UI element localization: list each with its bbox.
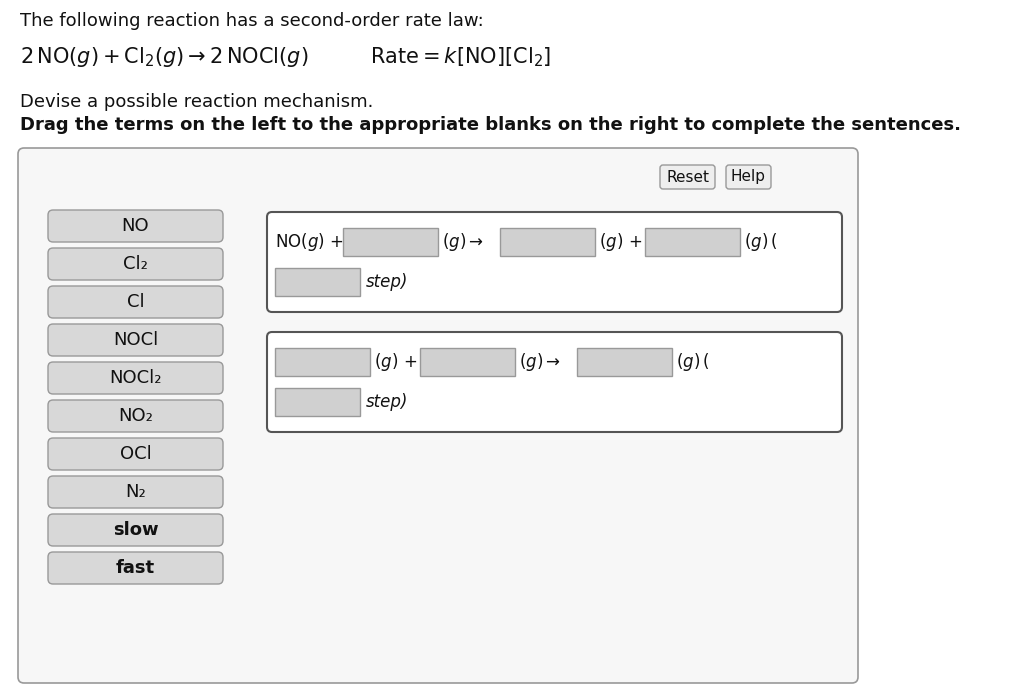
FancyBboxPatch shape xyxy=(18,148,858,683)
Bar xyxy=(275,348,370,376)
Text: slow: slow xyxy=(113,521,159,539)
FancyBboxPatch shape xyxy=(48,286,223,318)
Bar xyxy=(343,228,438,256)
FancyBboxPatch shape xyxy=(48,476,223,508)
Text: $\mathrm{NO}(g)\,+$: $\mathrm{NO}(g)\,+$ xyxy=(275,231,344,253)
Text: Drag the terms on the left to the appropriate blanks on the right to complete th: Drag the terms on the left to the approp… xyxy=(20,116,961,134)
FancyBboxPatch shape xyxy=(48,248,223,280)
Text: Cl: Cl xyxy=(127,293,144,311)
Text: step): step) xyxy=(366,393,409,411)
FancyBboxPatch shape xyxy=(48,552,223,584)
Bar xyxy=(275,268,360,296)
FancyBboxPatch shape xyxy=(48,514,223,546)
FancyBboxPatch shape xyxy=(267,212,842,312)
Bar xyxy=(577,348,672,376)
FancyBboxPatch shape xyxy=(726,165,771,189)
Bar xyxy=(420,348,515,376)
Text: NOCl₂: NOCl₂ xyxy=(110,369,162,387)
Text: N₂: N₂ xyxy=(125,483,145,501)
Text: $(g)\,+$: $(g)\,+$ xyxy=(599,231,643,253)
Text: Devise a possible reaction mechanism.: Devise a possible reaction mechanism. xyxy=(20,93,374,111)
Text: $(g) \rightarrow$: $(g) \rightarrow$ xyxy=(442,231,484,253)
Text: $2\,\mathrm{NO}(g) + \mathrm{Cl}_2(g) \rightarrow 2\,\mathrm{NOCl}(g)$: $2\,\mathrm{NO}(g) + \mathrm{Cl}_2(g) \r… xyxy=(20,45,308,69)
Bar xyxy=(645,228,740,256)
Text: OCl: OCl xyxy=(120,445,152,463)
FancyBboxPatch shape xyxy=(48,324,223,356)
Text: NO₂: NO₂ xyxy=(118,407,153,425)
Text: Help: Help xyxy=(731,170,766,184)
Text: Reset: Reset xyxy=(666,170,709,184)
Text: NO: NO xyxy=(122,217,150,235)
Bar xyxy=(500,228,595,256)
FancyBboxPatch shape xyxy=(48,362,223,394)
Bar xyxy=(275,388,360,416)
Text: $(g)\,($: $(g)\,($ xyxy=(676,351,710,373)
Text: Cl₂: Cl₂ xyxy=(123,255,147,273)
Text: The following reaction has a second-order rate law:: The following reaction has a second-orde… xyxy=(20,12,483,30)
Text: $(g) \rightarrow$: $(g) \rightarrow$ xyxy=(519,351,561,373)
Text: $\mathrm{Rate} = k[\mathrm{NO}][\mathrm{Cl}_2]$: $\mathrm{Rate} = k[\mathrm{NO}][\mathrm{… xyxy=(370,45,551,69)
FancyBboxPatch shape xyxy=(48,210,223,242)
Text: $(g)\,($: $(g)\,($ xyxy=(744,231,777,253)
FancyBboxPatch shape xyxy=(267,332,842,432)
Text: step): step) xyxy=(366,273,409,291)
FancyBboxPatch shape xyxy=(48,438,223,470)
Text: $(g)\,+$: $(g)\,+$ xyxy=(374,351,418,373)
FancyBboxPatch shape xyxy=(48,400,223,432)
Text: fast: fast xyxy=(116,559,155,577)
FancyBboxPatch shape xyxy=(660,165,715,189)
Text: NOCl: NOCl xyxy=(113,331,158,349)
